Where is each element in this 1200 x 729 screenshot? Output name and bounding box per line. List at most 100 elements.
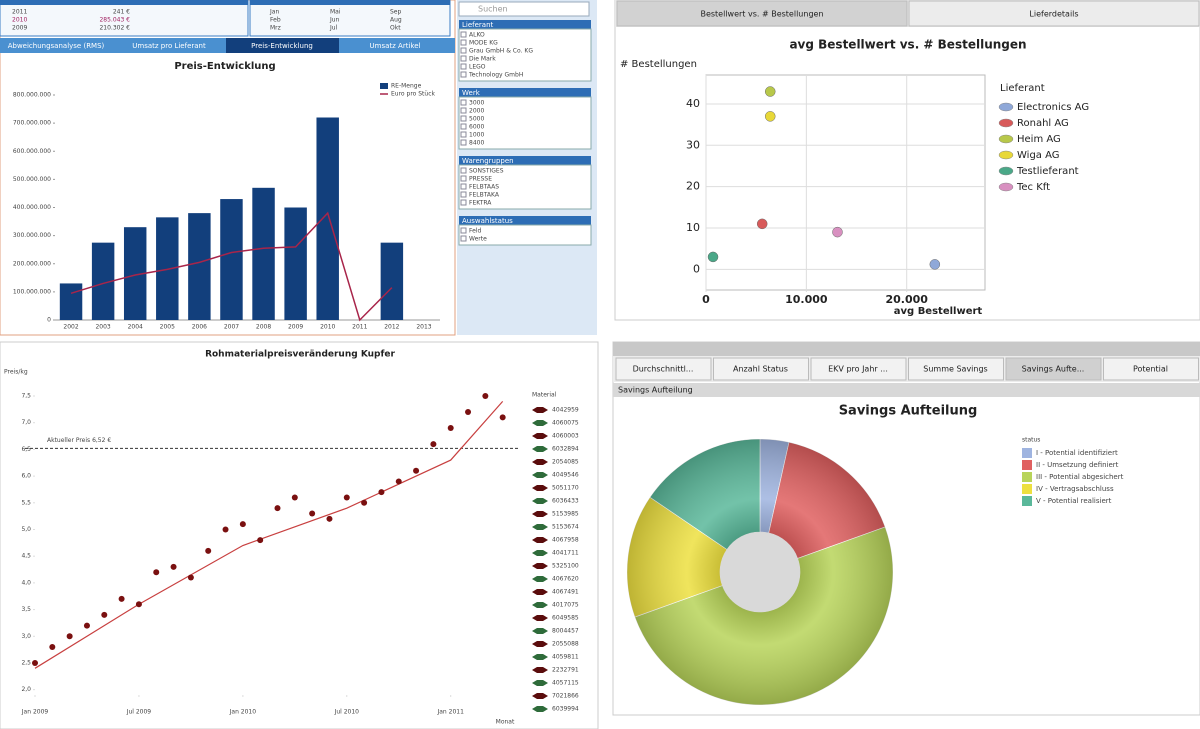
checkbox[interactable] <box>460 183 467 190</box>
legend-label: Heim AG <box>1017 134 1061 145</box>
x-tick-label: 2006 <box>192 324 207 331</box>
legend-label: 4049546 <box>552 472 579 479</box>
x-tick-label: Jul 2010 <box>334 709 360 716</box>
checkbox[interactable] <box>460 139 467 146</box>
x-tick-label: 2003 <box>95 324 110 331</box>
legend-swatch <box>532 524 548 530</box>
y-tick-label: 0 <box>693 262 700 275</box>
table-cell: Mrz <box>270 25 281 32</box>
table-cell: 285.043 € <box>99 17 130 24</box>
search-box[interactable] <box>458 1 590 17</box>
point <box>274 505 281 512</box>
bar <box>252 187 275 320</box>
point <box>309 510 316 517</box>
chart-title: avg Bestellwert vs. # Bestellungen <box>789 38 1026 52</box>
panel-bottom-left <box>0 341 599 729</box>
checkbox[interactable] <box>460 175 467 182</box>
tab-active[interactable] <box>226 38 339 53</box>
tab[interactable] <box>810 357 907 381</box>
point <box>83 622 90 629</box>
checkbox[interactable] <box>460 39 467 46</box>
legend-swatch <box>998 166 1014 176</box>
x-axis-label: avg Bestellwert <box>894 306 983 317</box>
table-cell: Jul <box>329 25 338 32</box>
tab[interactable] <box>713 357 809 381</box>
checkbox[interactable] <box>460 99 467 106</box>
point <box>430 441 437 448</box>
plot-area <box>705 74 986 291</box>
tab[interactable] <box>615 357 712 381</box>
checkbox[interactable] <box>460 63 467 70</box>
legend-swatch <box>532 498 548 504</box>
point <box>205 547 212 554</box>
filter-box <box>458 164 592 210</box>
table-cell: 241 € <box>113 9 130 16</box>
legend-swatch <box>998 150 1014 160</box>
bar <box>220 199 243 320</box>
legend-label: 2232791 <box>552 667 579 674</box>
tab-label: Bestellwert vs. # Bestellungen <box>700 10 823 19</box>
tab[interactable] <box>1103 357 1199 381</box>
legend-label: Euro pro Stück <box>391 91 435 98</box>
point <box>66 633 73 640</box>
chart-title: Rohmaterialpreisveränderung Kupfer <box>205 350 395 360</box>
legend-label: 4041711 <box>552 550 579 557</box>
checkbox[interactable] <box>460 115 467 122</box>
legend-label: Testlieferant <box>1016 166 1079 177</box>
checkbox[interactable] <box>460 191 467 198</box>
point <box>361 499 368 506</box>
checkbox[interactable] <box>460 227 467 234</box>
checkbox[interactable] <box>460 123 467 130</box>
point <box>239 521 246 528</box>
tab[interactable] <box>1005 357 1102 381</box>
bar <box>380 242 404 320</box>
legend-swatch <box>532 485 548 491</box>
legend-swatch <box>532 667 548 673</box>
legend-label: I - Potential identifiziert <box>1036 449 1118 457</box>
y-tick-label: 3,0 <box>21 633 31 640</box>
legend-label: Electronics AG <box>1017 102 1089 113</box>
bar <box>188 213 211 320</box>
y-tick-label: 6,5 <box>21 446 31 453</box>
x-tick-label: 2008 <box>256 324 271 331</box>
tab[interactable] <box>616 0 908 27</box>
legend-label: 7021866 <box>552 693 579 700</box>
filter-item: PRESSE <box>469 176 492 183</box>
filter-item: FELBTAAS <box>469 184 499 191</box>
legend-swatch <box>998 118 1014 128</box>
tab[interactable] <box>908 0 1200 27</box>
checkbox[interactable] <box>460 71 467 78</box>
legend-label: 6032894 <box>552 446 579 453</box>
legend-label: III - Potential abgesichert <box>1036 473 1124 481</box>
checkbox[interactable] <box>460 55 467 62</box>
point <box>395 478 402 485</box>
trend-line <box>34 400 504 669</box>
checkbox[interactable] <box>460 31 467 38</box>
bar <box>91 242 115 320</box>
x-tick-label: 2011 <box>352 324 367 331</box>
checkbox[interactable] <box>460 235 467 242</box>
checkbox[interactable] <box>460 131 467 138</box>
tab-label: Lieferdetails <box>1029 10 1078 19</box>
filter-box <box>458 224 592 246</box>
legend-label: 2054085 <box>552 459 579 466</box>
table-cell: 2009 <box>12 25 27 32</box>
legend-swatch <box>532 433 548 439</box>
y-tick-label: 7,5 <box>21 393 31 400</box>
years-table <box>0 0 249 37</box>
legend-swatch <box>532 537 548 543</box>
legend-label: 4042959 <box>552 407 579 414</box>
legend-title: Lieferant <box>1000 83 1045 94</box>
reference-label: Aktueller Preis 6,52 € <box>47 437 111 444</box>
point <box>764 111 776 122</box>
checkbox[interactable] <box>460 167 467 174</box>
filter-item: 2000 <box>469 108 484 115</box>
tab[interactable] <box>908 357 1004 381</box>
checkbox[interactable] <box>460 107 467 114</box>
point <box>118 595 125 602</box>
checkbox[interactable] <box>460 47 467 54</box>
filter-item: FEKTRA <box>469 200 492 207</box>
checkbox[interactable] <box>460 199 467 206</box>
y-tick-label: 3,5 <box>21 606 31 613</box>
legend-swatch <box>1022 484 1032 494</box>
